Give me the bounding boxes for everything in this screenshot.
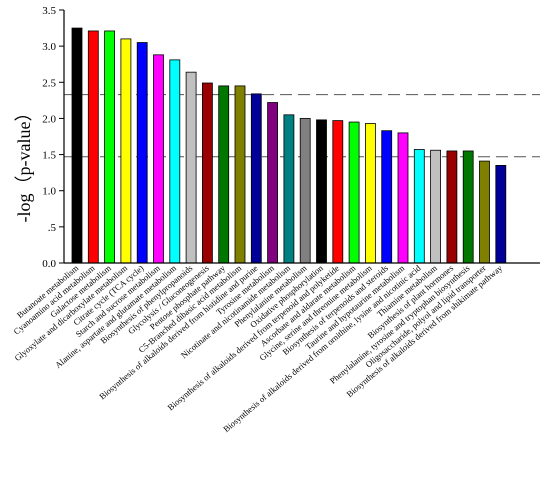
bar-20 (381, 130, 393, 264)
bar-23 (430, 149, 442, 264)
bar-5 (136, 42, 148, 264)
bar-2 (87, 30, 99, 264)
y-tick-label: 0.0 (42, 258, 56, 270)
bar-22 (413, 149, 425, 264)
bar-26 (479, 160, 490, 264)
bar-27 (495, 165, 507, 264)
bar-18 (348, 121, 360, 264)
bar-14 (283, 114, 295, 264)
bar-6 (153, 54, 164, 264)
bar-25 (462, 150, 474, 264)
y-tick-label: .5 (48, 222, 57, 234)
bar-9 (201, 82, 213, 264)
bar-11 (234, 85, 246, 264)
bar-17 (332, 120, 344, 264)
bar-19 (364, 123, 376, 264)
bar-7 (169, 59, 181, 264)
y-tick-label: 2.5 (42, 77, 56, 89)
bar-13 (267, 102, 279, 264)
bar-8 (185, 71, 197, 264)
bar-10 (218, 85, 230, 264)
bars (71, 27, 507, 264)
bar-16 (316, 119, 327, 264)
y-ticks: 0.0 .5 1.0 1.5 2.0 2.5 3.0 3.5 (42, 5, 64, 270)
y-tick-label: 1.0 (42, 186, 56, 198)
bar-3 (104, 30, 115, 264)
bar-1 (71, 27, 83, 264)
bar-4 (120, 38, 132, 264)
bar-15 (299, 118, 311, 264)
y-tick-label: 3.5 (42, 5, 56, 17)
y-tick-label: 2.0 (42, 113, 56, 125)
axes (63, 10, 540, 264)
y-axis-title: -log（p-value） (14, 104, 34, 223)
y-tick-label: 3.0 (42, 41, 56, 53)
bar-21 (397, 132, 409, 264)
bar-12 (250, 93, 262, 264)
y-tick-label: 1.5 (42, 150, 56, 162)
bar-24 (446, 150, 458, 264)
